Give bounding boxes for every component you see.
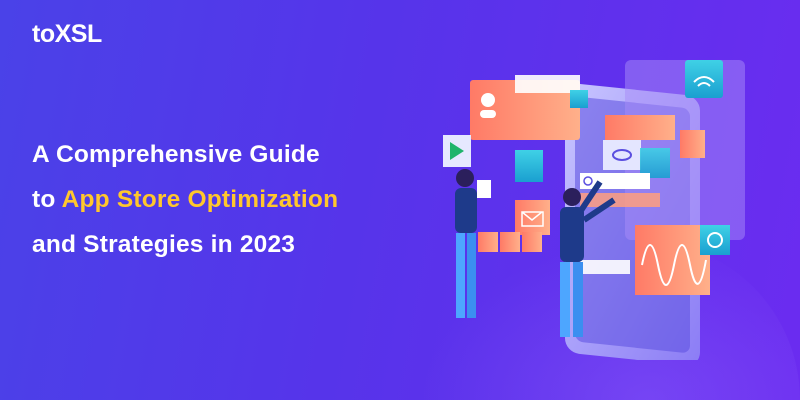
umbrella-card [605, 115, 675, 140]
headline: A Comprehensive Guide to App Store Optim… [32, 132, 338, 267]
mail-icon [515, 200, 550, 235]
user-icon [481, 93, 495, 107]
search-icon [583, 176, 593, 186]
wifi-icon [685, 60, 723, 98]
phone-icon [515, 150, 543, 182]
headline-line-3: and Strategies in 2023 [32, 231, 296, 258]
gauge-icon [700, 225, 730, 255]
next-button-icon [570, 90, 588, 108]
app-illustration [443, 60, 745, 360]
headline-prefix: to [32, 186, 62, 213]
eye-icon [603, 140, 641, 170]
logo: toXSL [32, 20, 102, 48]
text-card [515, 75, 580, 93]
headline-line-1: A Comprehensive Guide [32, 141, 320, 168]
person-man [560, 180, 616, 337]
user-card [470, 80, 580, 140]
search-bar [580, 173, 650, 189]
person-woman [455, 169, 491, 318]
media-controls-icon [478, 232, 542, 252]
headline-highlight: App Store Optimization [61, 186, 339, 213]
headline-line-2: to App Store Optimization [32, 177, 338, 222]
